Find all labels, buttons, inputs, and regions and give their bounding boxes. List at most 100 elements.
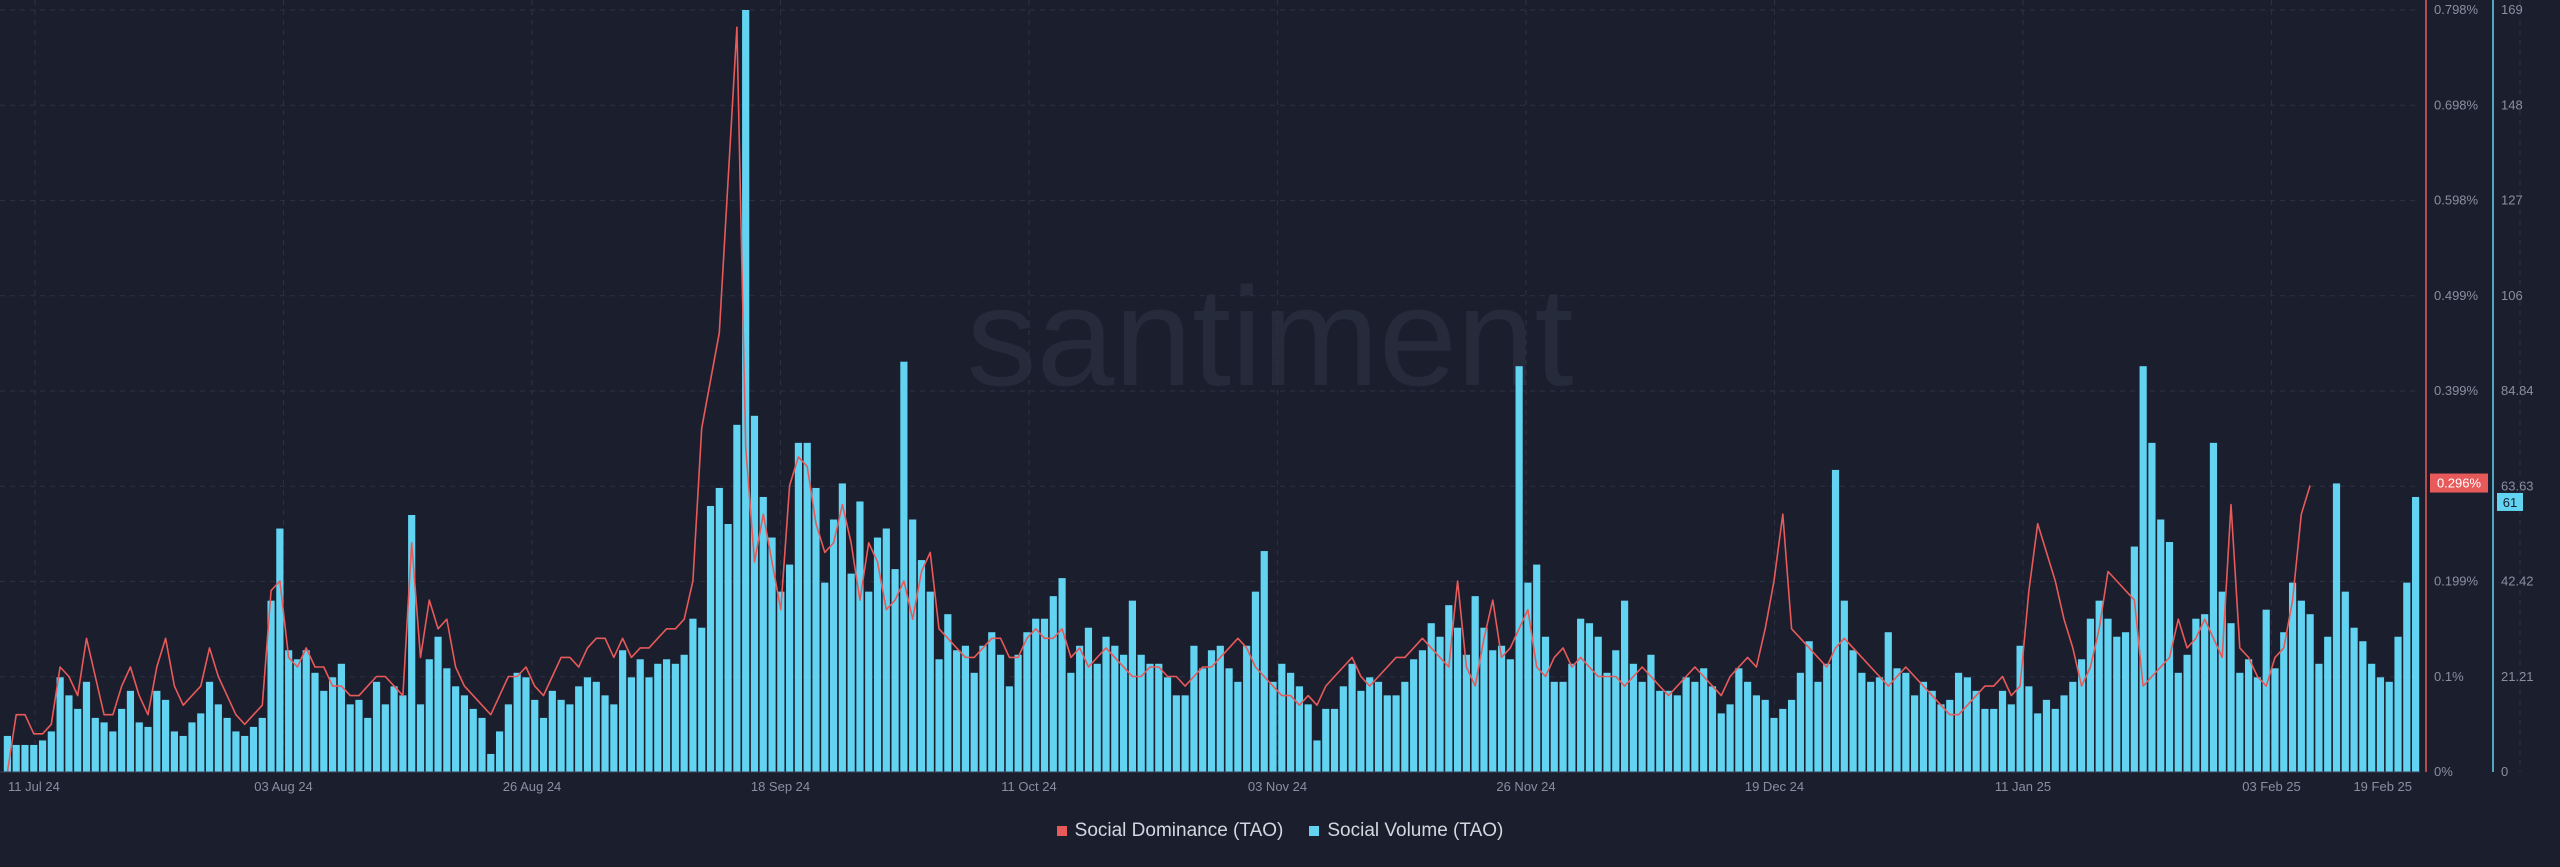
volume-bar <box>1454 627 1462 772</box>
volume-bar <box>2324 636 2332 772</box>
volume-bar <box>583 677 592 772</box>
volume-bar <box>443 668 451 772</box>
volume-bar <box>1234 681 1242 772</box>
volume-bar <box>786 564 794 772</box>
volume-bar <box>1867 681 1875 772</box>
volume-bar <box>1058 578 1066 772</box>
dominance-tick-label: 0.399% <box>2434 383 2479 398</box>
volume-tick-label: 63.63 <box>2501 478 2534 493</box>
x-tick-label: 03 Feb 25 <box>2242 779 2301 794</box>
volume-tick-label: 0 <box>2501 764 2508 779</box>
volume-bar <box>135 722 143 772</box>
volume-bar <box>1269 681 1277 772</box>
volume-bar <box>1858 672 1866 772</box>
volume-bar <box>1770 717 1778 772</box>
volume-bar <box>601 695 609 772</box>
volume-bar <box>65 695 73 772</box>
volume-bar <box>979 645 987 772</box>
legend-item-dominance[interactable]: Social Dominance (TAO) <box>1056 820 1284 842</box>
volume-bar <box>1559 681 1567 772</box>
volume-bar <box>2095 600 2103 772</box>
volume-bar <box>337 663 345 772</box>
volume-bar <box>2262 609 2270 772</box>
volume-bar <box>1744 681 1752 772</box>
volume-bar <box>2086 618 2095 772</box>
volume-bar <box>847 573 855 772</box>
volume-bar <box>1787 699 1796 772</box>
volume-bar <box>2025 686 2033 772</box>
volume-bar <box>328 677 337 772</box>
volume-bar <box>1190 645 1198 772</box>
volume-bar <box>2104 618 2112 772</box>
volume-bar <box>1304 704 1312 772</box>
legend-label-dominance: Social Dominance (TAO) <box>1074 820 1284 841</box>
dominance-tick-label: 0.798% <box>2434 2 2479 17</box>
volume-bar <box>1972 690 1980 772</box>
volume-bar <box>1998 690 2007 772</box>
volume-bar <box>1120 654 1128 772</box>
volume-bar <box>970 672 978 772</box>
volume-bar <box>1102 636 1110 772</box>
volume-bar <box>566 704 574 772</box>
volume-bar <box>1700 668 1708 772</box>
volume-bar <box>74 708 82 772</box>
volume-bar <box>1155 663 1163 772</box>
volume-bar <box>2315 663 2323 772</box>
volume-bar <box>1585 623 1594 772</box>
x-tick-label: 11 Jul 24 <box>8 779 60 794</box>
volume-bar <box>1040 618 1049 772</box>
y-axis-labels: 0.798%0.698%0.598%0.499%0.399%0.299%0.19… <box>2434 2 2534 779</box>
volume-bar <box>232 731 240 772</box>
volume-bar <box>1911 695 1919 772</box>
dominance-line-group <box>6 26 2311 773</box>
volume-bar <box>1225 668 1233 772</box>
volume-bar <box>223 717 231 772</box>
volume-bar <box>126 690 135 772</box>
volume-bar <box>2157 519 2165 772</box>
volume-bar <box>909 519 917 772</box>
volume-bar <box>205 681 214 772</box>
volume-bar <box>1313 740 1321 772</box>
volume-bar <box>2280 632 2288 772</box>
volume-bar <box>1093 663 1101 772</box>
volume-bar <box>1919 681 1928 772</box>
volume-bar <box>179 735 187 772</box>
volume-bar <box>1374 681 1383 772</box>
volume-bar <box>241 735 249 772</box>
volume-bar <box>197 713 205 772</box>
volume-bar <box>38 740 47 772</box>
volume-bar <box>2130 546 2138 772</box>
volume-bar <box>654 663 662 772</box>
dominance-line <box>6 26 2311 773</box>
legend-label-volume: Social Volume (TAO) <box>1327 820 1504 841</box>
volume-bar <box>12 744 20 772</box>
volume-bar <box>1524 582 1532 772</box>
volume-bar <box>531 699 539 772</box>
volume-bar <box>285 650 293 772</box>
volume-bar <box>56 677 64 772</box>
volume-bar <box>1884 632 1892 772</box>
volume-badge-bg <box>2497 492 2523 511</box>
dominance-tick-label: 0.598% <box>2434 193 2479 208</box>
x-tick-label: 26 Nov 24 <box>1496 779 1555 794</box>
volume-bar <box>1084 627 1093 772</box>
volume-bar <box>1946 699 1954 772</box>
volume-bar <box>539 717 548 772</box>
legend-item-volume[interactable]: Social Volume (TAO) <box>1309 820 1503 842</box>
volume-bar <box>346 704 354 772</box>
volume-bar <box>408 514 416 772</box>
volume-bar <box>1682 677 1690 772</box>
volume-bar <box>742 10 750 772</box>
volume-bar <box>1875 677 1884 772</box>
volume-bar <box>2403 582 2411 772</box>
volume-bar <box>662 659 671 772</box>
volume-bar <box>1497 645 1506 772</box>
volume-bar <box>1796 672 1804 772</box>
volume-bar <box>372 681 381 772</box>
volume-tick-label: 127 <box>2501 193 2523 208</box>
volume-bar <box>557 699 565 772</box>
dominance-tick-label: 0.499% <box>2434 288 2479 303</box>
volume-bar <box>1541 636 1550 772</box>
volume-bar <box>1137 654 1145 772</box>
